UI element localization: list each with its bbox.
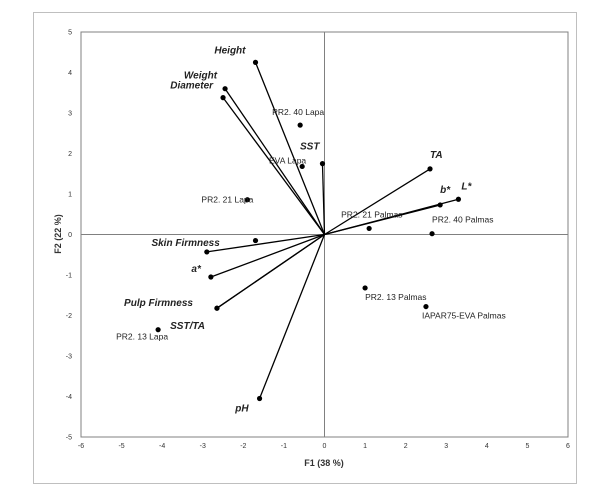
x-tick-label: 4 [485, 443, 489, 450]
vector-end-point [208, 274, 214, 280]
vector-end-point [220, 95, 226, 101]
x-tick-label: 3 [444, 443, 448, 450]
variable-label: SST/TA [170, 321, 205, 332]
observation-label: PR2. 40 Lapa [272, 107, 324, 117]
x-tick-label: 6 [566, 443, 570, 450]
vector-line [321, 163, 326, 235]
vector-end-point [214, 305, 220, 311]
variable-vectors [204, 59, 462, 402]
observation-point [366, 225, 372, 232]
variable-label: Skin Firmness [151, 238, 220, 249]
observation-point [155, 327, 161, 333]
y-tick-label: -5 [66, 435, 72, 442]
variable-label: Diameter [170, 81, 214, 92]
y-tick-label: 1 [68, 192, 72, 199]
x-tick-label: -6 [78, 443, 84, 450]
variable-label: Height [214, 45, 246, 56]
y-tick-label: -3 [66, 354, 72, 361]
variable-label: pH [234, 404, 249, 415]
y-tick-label: 4 [68, 70, 72, 77]
y-tick-label: -1 [66, 273, 72, 280]
vector-line [224, 88, 326, 235]
y-tick-label: 2 [68, 151, 72, 158]
x-tick-label: 2 [404, 443, 408, 450]
x-tick-label: -2 [240, 443, 246, 450]
y-tick-label: 3 [68, 111, 72, 118]
observation-label: PR2. 40 Palmas [432, 215, 493, 225]
x-tick-label: -4 [159, 443, 165, 450]
vector-line [222, 97, 326, 235]
observation-label: IAPAR75-EVA Palmas [422, 311, 506, 321]
observation-point [252, 237, 259, 244]
variable-label: L* [461, 181, 472, 192]
variable-label: b* [440, 185, 451, 196]
x-tick-label: -5 [118, 443, 124, 450]
observation-point [423, 303, 429, 310]
vector-line [216, 233, 325, 309]
observation-label: PR2. 21 Lapa [201, 195, 253, 205]
variable-label: TA [430, 150, 443, 161]
y-axis-title: F2 (22 %) [53, 214, 63, 254]
x-tick-label: 0 [323, 443, 327, 450]
vector-end-point [256, 395, 263, 402]
observation-point [429, 231, 435, 237]
vector-line [258, 234, 326, 399]
vector-end-point [222, 86, 228, 92]
vector-line [206, 233, 325, 253]
y-tick-label: 0 [68, 232, 72, 239]
vector-line [324, 168, 431, 236]
observation-point [244, 197, 250, 203]
y-tick-label: -2 [66, 313, 72, 320]
x-axis-title: F1 (38 %) [304, 458, 344, 468]
observation-label: PR2. 21 Palmas [341, 209, 402, 219]
observation-point [299, 163, 305, 170]
variable-label: Pulp Firmness [124, 298, 193, 309]
vector-line [254, 62, 326, 235]
vector-end-point [455, 196, 462, 202]
observation-point [297, 122, 303, 128]
observation-label: EVA Lapa [269, 155, 306, 165]
vector-line [210, 233, 325, 278]
x-tick-label: 5 [525, 443, 529, 450]
variable-label: SST [300, 142, 320, 153]
vector-end-point [427, 166, 433, 172]
x-tick-label: -3 [200, 443, 206, 450]
vector-line [324, 198, 459, 236]
observation-label: PR2. 13 Lapa [116, 332, 168, 342]
observation-points [155, 122, 435, 333]
vector-end-point [319, 161, 326, 167]
vector-end-point [252, 59, 259, 65]
observation-label: PR2. 13 Palmas [365, 292, 426, 302]
variable-label: Weight [184, 71, 218, 82]
y-tick-label: 5 [68, 30, 72, 37]
x-tick-label: 1 [363, 443, 367, 450]
vector-end-point [204, 249, 210, 255]
variable-label: a* [191, 264, 202, 275]
observation-point [362, 285, 368, 291]
x-tick-label: -1 [281, 443, 287, 450]
tick-labels: -6 -5 -4 -3 -2 -1 0 1 2 3 4 5 6 -5 -4 -3 -2 -1 0 1 2 3 4 5 [66, 30, 570, 451]
y-tick-label: -4 [66, 394, 72, 401]
